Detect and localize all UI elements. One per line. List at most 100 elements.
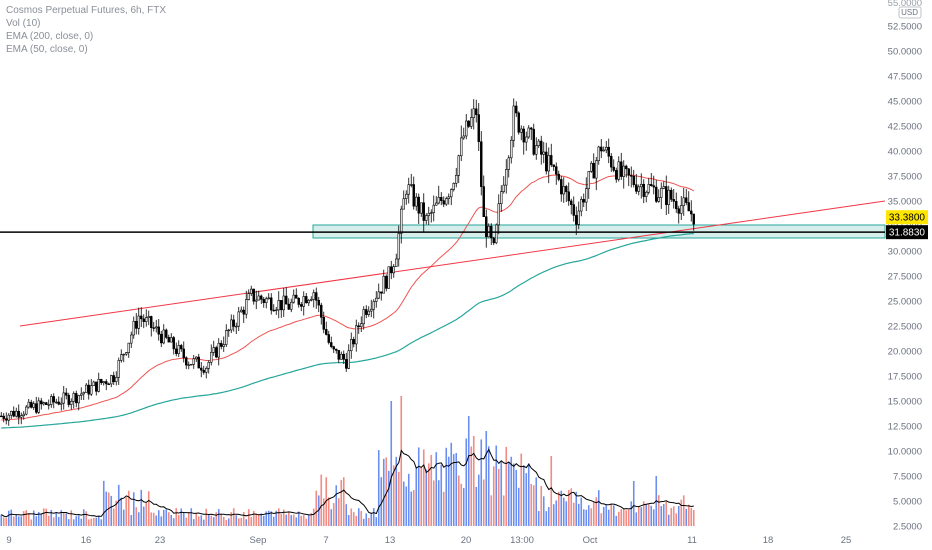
candle [102, 381, 105, 384]
time-tick-label: 20 [461, 535, 472, 546]
candle [47, 404, 50, 406]
candle [530, 127, 533, 130]
volume-bar [660, 506, 663, 526]
candle [310, 299, 313, 301]
candle [20, 415, 23, 418]
currency-box [898, 6, 922, 19]
volume-bar [642, 501, 645, 526]
volume-bar [130, 515, 133, 526]
candle [232, 319, 235, 327]
candle [197, 356, 200, 369]
candle [280, 300, 283, 311]
candle [290, 301, 293, 310]
candle [105, 381, 108, 385]
volume-bar [65, 513, 68, 526]
legend-ema50[interactable]: EMA (50, close, 0) [6, 44, 88, 55]
candle [170, 337, 173, 343]
candle [445, 198, 448, 205]
volume-bar [377, 450, 380, 526]
volume-bar [165, 509, 168, 526]
candle [292, 294, 295, 303]
time-axis[interactable]: 9 16 23 Sep 7 13 20 13:00 Oct 11 18 25 [6, 535, 851, 546]
volume-bar [385, 457, 388, 526]
candle [632, 175, 635, 186]
ema200-line [1, 233, 694, 429]
volume-bar [520, 453, 523, 526]
volume-bar [485, 431, 488, 526]
candle [562, 186, 565, 195]
candle [665, 186, 668, 205]
candle [437, 197, 440, 204]
volume-bar [197, 516, 200, 526]
candle [587, 171, 590, 189]
candle [312, 292, 315, 300]
candle [422, 202, 425, 221]
candle [107, 383, 110, 386]
candle [537, 140, 540, 146]
volume-bar [40, 513, 43, 526]
volume-bar [407, 473, 410, 526]
volume-bar [282, 509, 285, 526]
candle [70, 400, 73, 405]
candle [77, 395, 80, 404]
volume-ma-line [1, 448, 694, 518]
candle [212, 347, 215, 353]
candle [650, 184, 653, 186]
candle [272, 309, 275, 312]
volume-bar [345, 504, 348, 526]
volume-bar [85, 511, 88, 526]
candle [297, 298, 300, 305]
volume-bar [207, 514, 210, 526]
volume-bars-layer [0, 396, 695, 526]
volume-bar [357, 508, 360, 526]
candle [405, 193, 408, 199]
volume-bar [87, 519, 90, 526]
volume-bar [390, 401, 393, 526]
candle [362, 309, 365, 325]
volume-bar [670, 508, 673, 526]
volume-bar [277, 508, 280, 526]
volume-bar [272, 516, 275, 526]
volume-bar [275, 510, 278, 526]
legend-ema200[interactable]: EMA (200, close, 0) [6, 31, 94, 42]
candle [0, 415, 3, 418]
candle [397, 233, 400, 260]
ema50-line [1, 174, 695, 421]
volume-bar [240, 517, 243, 526]
volume-bar [115, 500, 118, 526]
volume-bar [37, 512, 40, 526]
candle [95, 381, 98, 392]
candle [497, 203, 500, 226]
legend-volume[interactable]: Vol (10) [6, 18, 41, 29]
legend-title[interactable]: Cosmos Perpetual Futures, 6h, FTX [6, 5, 167, 16]
candle [377, 291, 380, 299]
volume-bar [97, 515, 100, 526]
volume-bar [342, 477, 345, 526]
candle [577, 210, 580, 225]
time-tick-label: 9 [6, 535, 11, 546]
volume-bar [307, 514, 310, 526]
candle [630, 175, 633, 177]
candle [480, 141, 483, 187]
candle [155, 326, 158, 329]
trendline-layer[interactable] [19, 200, 886, 327]
volume-bar [567, 490, 570, 526]
volume-bar [635, 512, 638, 526]
price-axis[interactable]: 52.5000 50.0000 47.5000 45.0000 42.5000 40.00… [888, 0, 922, 533]
time-tick-label: 13 [385, 535, 396, 546]
candle [525, 136, 528, 143]
volume-bar [102, 480, 105, 526]
candle [15, 410, 18, 417]
candle [340, 353, 343, 360]
candle [687, 202, 690, 212]
candle [295, 294, 298, 299]
volume-bar [302, 515, 305, 526]
volume-bar [375, 517, 378, 526]
candle [92, 381, 95, 387]
candle [185, 357, 188, 366]
volume-bar [0, 514, 3, 526]
candle [685, 197, 688, 203]
last-price-tag [886, 210, 928, 225]
candle [555, 166, 558, 175]
